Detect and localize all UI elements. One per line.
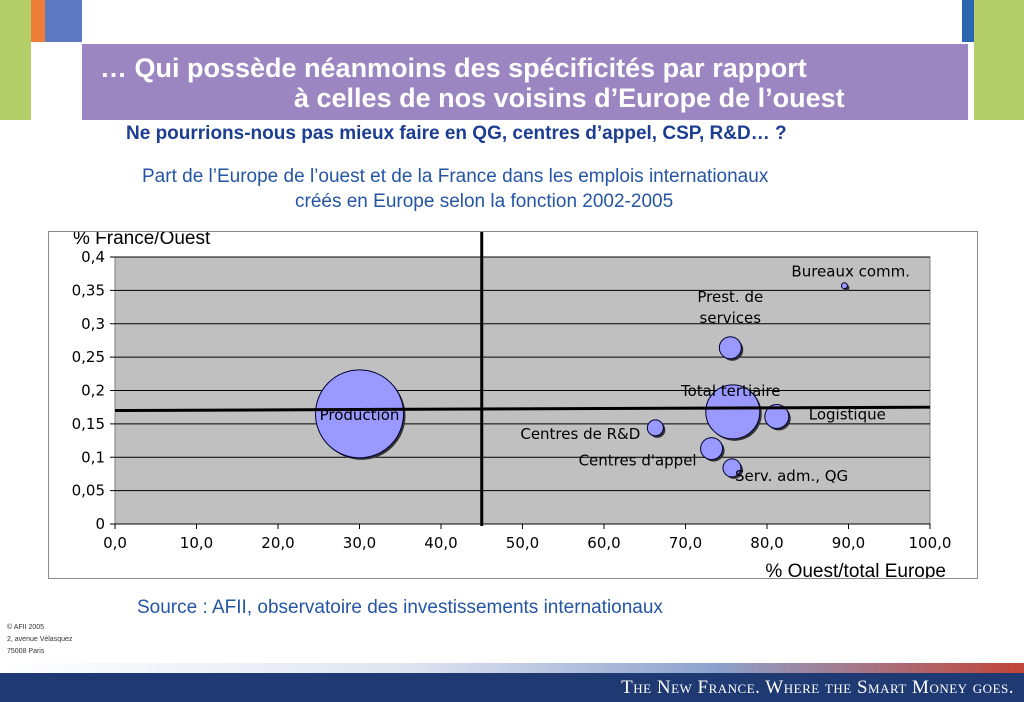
footer-stripe bbox=[0, 663, 1024, 673]
y-tick-label: 0,15 bbox=[72, 415, 105, 433]
bubble-label: Production bbox=[320, 406, 400, 424]
bubble-label: Bureaux comm. bbox=[791, 263, 910, 281]
x-tick-label: 20,0 bbox=[261, 534, 294, 552]
bubble-label: Logistique bbox=[809, 406, 886, 424]
footer-bar bbox=[0, 673, 1024, 702]
chart-title-line-2: créés en Europe selon la fonction 2002-2… bbox=[295, 191, 674, 212]
bubble bbox=[764, 404, 790, 430]
x-tick-label: 50,0 bbox=[506, 534, 539, 552]
x-tick-label: 40,0 bbox=[424, 534, 457, 552]
decor-bar-green-right bbox=[974, 0, 1024, 120]
bubble-label: Prest. de bbox=[697, 288, 763, 306]
decor-bar-blue-left bbox=[45, 0, 82, 42]
y-tick-label: 0,05 bbox=[72, 482, 105, 500]
x-axis-title: % Ouest/total Europe bbox=[765, 561, 946, 578]
bubble bbox=[722, 458, 742, 478]
bubble-label: Serv. adm., QG bbox=[735, 467, 848, 485]
y-tick-label: 0,4 bbox=[81, 248, 105, 266]
slide-title-line-1: … Qui possède néanmoins des spécificités… bbox=[100, 53, 807, 83]
source-note: Source : AFII, observatoire des investis… bbox=[137, 597, 663, 618]
y-tick-label: 0,35 bbox=[72, 281, 105, 299]
chart-frame: 0 0,05 0,1 0,15 0,2 0,25 0,3 0,35 0,4 0,0 10,0 20,0… bbox=[48, 231, 978, 579]
title-band bbox=[82, 44, 968, 120]
chart-title-line-1: Part de l’Europe de l’ouest et de la Fra… bbox=[142, 166, 769, 187]
y-tick-label: 0,3 bbox=[81, 315, 105, 333]
decor-bar-green-left bbox=[0, 0, 31, 120]
x-tick-label: 80,0 bbox=[750, 534, 783, 552]
x-tick-label: 10,0 bbox=[180, 534, 213, 552]
x-tick-label: 70,0 bbox=[669, 534, 702, 552]
address-line: 2, avenue Vélasquez bbox=[7, 636, 73, 643]
x-tick-label: 60,0 bbox=[587, 534, 620, 552]
bubble-label: Centres de R&D bbox=[520, 425, 640, 443]
bubble bbox=[718, 336, 742, 360]
address-line: © AFII 2005 bbox=[7, 624, 45, 631]
bubble bbox=[646, 419, 664, 437]
y-tick-label: 0,2 bbox=[81, 382, 105, 400]
decor-bar-blue-right bbox=[962, 0, 974, 42]
slide-subtitle: Ne pourrions-nous pas mieux faire en QG,… bbox=[126, 123, 787, 144]
bubble bbox=[315, 369, 404, 459]
bubble bbox=[840, 282, 848, 290]
y-tick-label: 0 bbox=[95, 515, 105, 533]
bubble-label: services bbox=[700, 309, 762, 327]
bubble-label: Total tertiaire bbox=[680, 382, 781, 400]
y-tick-label: 0,1 bbox=[81, 448, 105, 466]
footer-tagline: The New France. Where the Smart Money go… bbox=[621, 677, 1014, 698]
y-tick-label: 0,25 bbox=[72, 348, 105, 366]
reference-line-horizontal bbox=[114, 405, 931, 413]
bubble-chart: 0 0,05 0,1 0,15 0,2 0,25 0,3 0,35 0,4 0,0 10,0 20,0… bbox=[72, 232, 952, 578]
x-tick-label: 0,0 bbox=[103, 534, 127, 552]
x-tick-label: 30,0 bbox=[343, 534, 376, 552]
decor-bar-orange bbox=[31, 0, 45, 42]
slide-title-line-2: à celles de nos voisins d’Europe de l’ou… bbox=[294, 83, 845, 113]
bubble bbox=[705, 384, 761, 440]
x-tick-label: 100,0 bbox=[909, 534, 952, 552]
y-axis-title: % France/Ouest bbox=[73, 232, 211, 249]
x-tick-label: 90,0 bbox=[832, 534, 865, 552]
bubble-label: Centres d'appel bbox=[579, 452, 697, 470]
address-line: 75008 Paris bbox=[7, 648, 45, 655]
bubble bbox=[700, 437, 724, 461]
